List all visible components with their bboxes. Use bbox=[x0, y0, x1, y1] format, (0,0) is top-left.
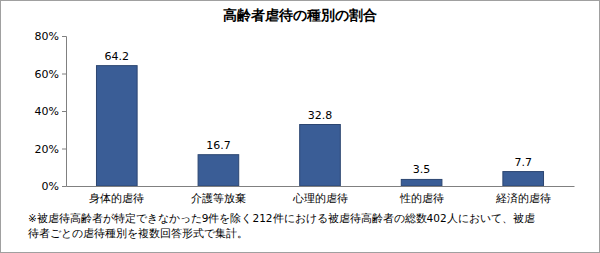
y-tick-mark bbox=[62, 149, 66, 150]
y-tick-label: 60% bbox=[35, 68, 59, 81]
note-line: 待者ごとの虐待種別を複数回答形式で集計。 bbox=[28, 227, 248, 239]
y-tick: 60% bbox=[35, 68, 66, 81]
y-tick-label: 40% bbox=[35, 105, 59, 118]
y-tick: 0% bbox=[42, 180, 66, 193]
x-tick-label: 経済的虐待 bbox=[495, 192, 551, 205]
x-tick-label: 心理的虐待 bbox=[292, 192, 348, 205]
y-tick: 40% bbox=[35, 105, 66, 118]
x-axis-line bbox=[67, 186, 575, 187]
x-tick: 経済的虐待 bbox=[495, 192, 551, 205]
x-tick-label: 身体的虐待 bbox=[89, 192, 144, 205]
x-tick: 介護等放棄 bbox=[191, 192, 246, 205]
y-tick-label: 0% bbox=[42, 180, 59, 193]
y-tick-mark bbox=[62, 36, 66, 37]
x-tick: 性的虐待 bbox=[399, 192, 444, 205]
data-label: 64.2 bbox=[105, 50, 130, 63]
y-tick-mark bbox=[62, 186, 66, 187]
y-tick: 20% bbox=[35, 143, 66, 156]
data-labels: 64.2 16.7 32.8 3.5 7.7 bbox=[105, 50, 532, 177]
y-tick-label: 80% bbox=[35, 30, 59, 43]
x-tick-label: 性的虐待 bbox=[399, 192, 444, 205]
y-tick-mark bbox=[62, 74, 66, 75]
bar bbox=[503, 172, 544, 186]
y-axis: 0% 20% 40% 60% 80% bbox=[35, 30, 67, 193]
chart-svg: 高齢者虐待の種別の割合 0% 20% 40% 60% 80% 身体的虐待 介護等放棄 心理的虐待… bbox=[0, 0, 600, 253]
bar bbox=[96, 66, 137, 186]
chart-title: 高齢者虐待の種別の割合 bbox=[223, 7, 377, 23]
bar bbox=[300, 125, 341, 187]
x-tick-label: 介護等放棄 bbox=[191, 192, 246, 205]
data-label: 7.7 bbox=[514, 156, 532, 169]
x-tick: 心理的虐待 bbox=[292, 192, 348, 205]
y-axis-line bbox=[62, 37, 67, 187]
y-tick-mark bbox=[62, 111, 66, 112]
y-tick-label: 20% bbox=[35, 143, 59, 156]
bars bbox=[96, 66, 543, 186]
data-label: 32.8 bbox=[308, 109, 333, 122]
note: ※被虐待高齢者が特定できなかった9件を除く212件における被虐待高齢者の総数40… bbox=[28, 212, 535, 239]
data-label: 3.5 bbox=[413, 163, 431, 176]
y-tick: 80% bbox=[35, 30, 66, 43]
bar bbox=[198, 155, 239, 186]
bar bbox=[401, 179, 442, 186]
note-line: ※被虐待高齢者が特定できなかった9件を除く212件における被虐待高齢者の総数40… bbox=[28, 212, 535, 225]
x-axis: 身体的虐待 介護等放棄 心理的虐待 性的虐待 経済的虐待 bbox=[67, 187, 575, 205]
data-label: 16.7 bbox=[206, 139, 231, 152]
x-tick: 身体的虐待 bbox=[89, 192, 144, 205]
chart-frame bbox=[1, 1, 600, 253]
